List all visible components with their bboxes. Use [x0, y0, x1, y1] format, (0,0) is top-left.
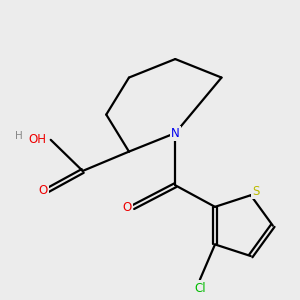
Text: S: S: [252, 185, 260, 198]
Text: O: O: [38, 184, 48, 197]
Text: O: O: [123, 201, 132, 214]
Text: N: N: [171, 127, 180, 140]
Text: H: H: [15, 131, 22, 142]
Text: Cl: Cl: [194, 282, 206, 295]
Text: OH: OH: [28, 133, 46, 146]
